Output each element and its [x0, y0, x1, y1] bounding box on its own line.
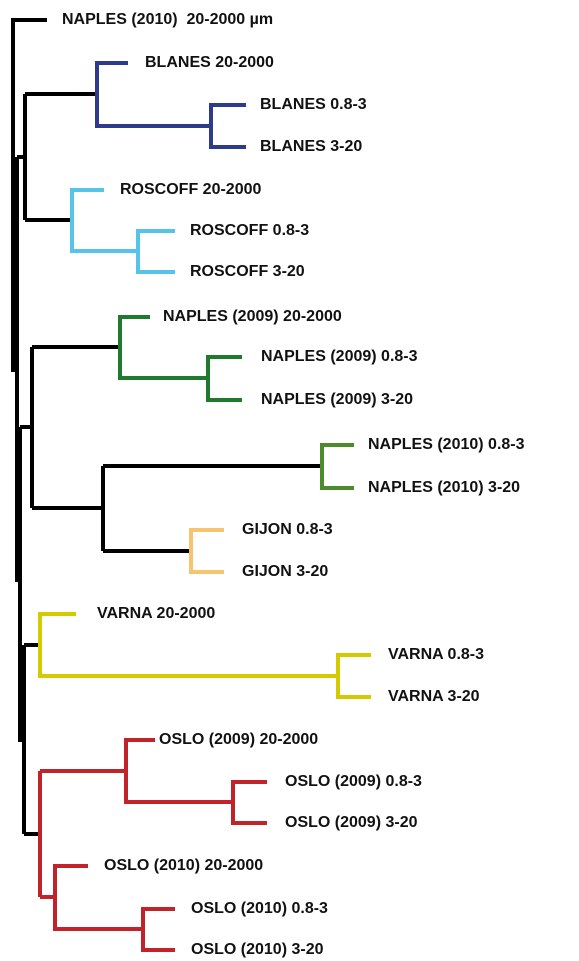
- leaf-label: OSLO (2009) 0.8-3: [285, 773, 422, 790]
- leaf-label: OSLO (2010) 20-2000: [104, 857, 263, 874]
- branch: [320, 443, 354, 490]
- leaf-label: ROSCOFF 20-2000: [120, 181, 261, 198]
- leaf-label: ROSCOFF 0.8-3: [190, 222, 309, 239]
- leaf-label: VARNA 20-2000: [97, 605, 215, 622]
- tree-branches: [11, 18, 371, 952]
- branch: [189, 528, 224, 574]
- branch: [38, 612, 371, 699]
- leaf-label: NAPLES (2009) 20-2000: [163, 308, 342, 325]
- leaf-label: BLANES 3-20: [260, 138, 362, 155]
- leaf-label: NAPLES (2010) 20-2000 µm: [62, 11, 273, 28]
- branch: [70, 188, 175, 274]
- branch: [95, 61, 246, 149]
- leaf-label: OSLO (2009) 3-20: [285, 814, 418, 831]
- leaf-label: VARNA 3-20: [388, 688, 480, 705]
- branch: [17, 92, 97, 222]
- branch: [20, 345, 322, 553]
- leaf-label: OSLO (2009) 20-2000: [159, 731, 318, 748]
- leaf-label: BLANES 0.8-3: [260, 96, 367, 113]
- branch: [118, 315, 242, 402]
- leaf-label: NAPLES (2009) 0.8-3: [261, 348, 418, 365]
- leaf-label: GIJON 0.8-3: [242, 521, 333, 538]
- leaf-label: NAPLES (2009) 3-20: [261, 391, 413, 408]
- leaf-label: ROSCOFF 3-20: [190, 263, 305, 280]
- branch: [24, 643, 40, 836]
- branch: [40, 864, 175, 952]
- leaf-labels: NAPLES (2010) 20-2000 µm BLANES 20-2000 BL…: [62, 11, 525, 958]
- leaf-label: GIJON 3-20: [242, 563, 328, 580]
- leaf-label: OSLO (2010) 0.8-3: [191, 900, 328, 917]
- branch: [38, 738, 267, 897]
- leaf-label: OSLO (2010) 3-20: [191, 941, 324, 958]
- leaf-label: VARNA 0.8-3: [388, 646, 484, 663]
- leaf-label: NAPLES (2010) 0.8-3: [368, 436, 525, 453]
- leaf-label: BLANES 20-2000: [145, 54, 274, 71]
- leaf-label: NAPLES (2010) 3-20: [368, 479, 520, 496]
